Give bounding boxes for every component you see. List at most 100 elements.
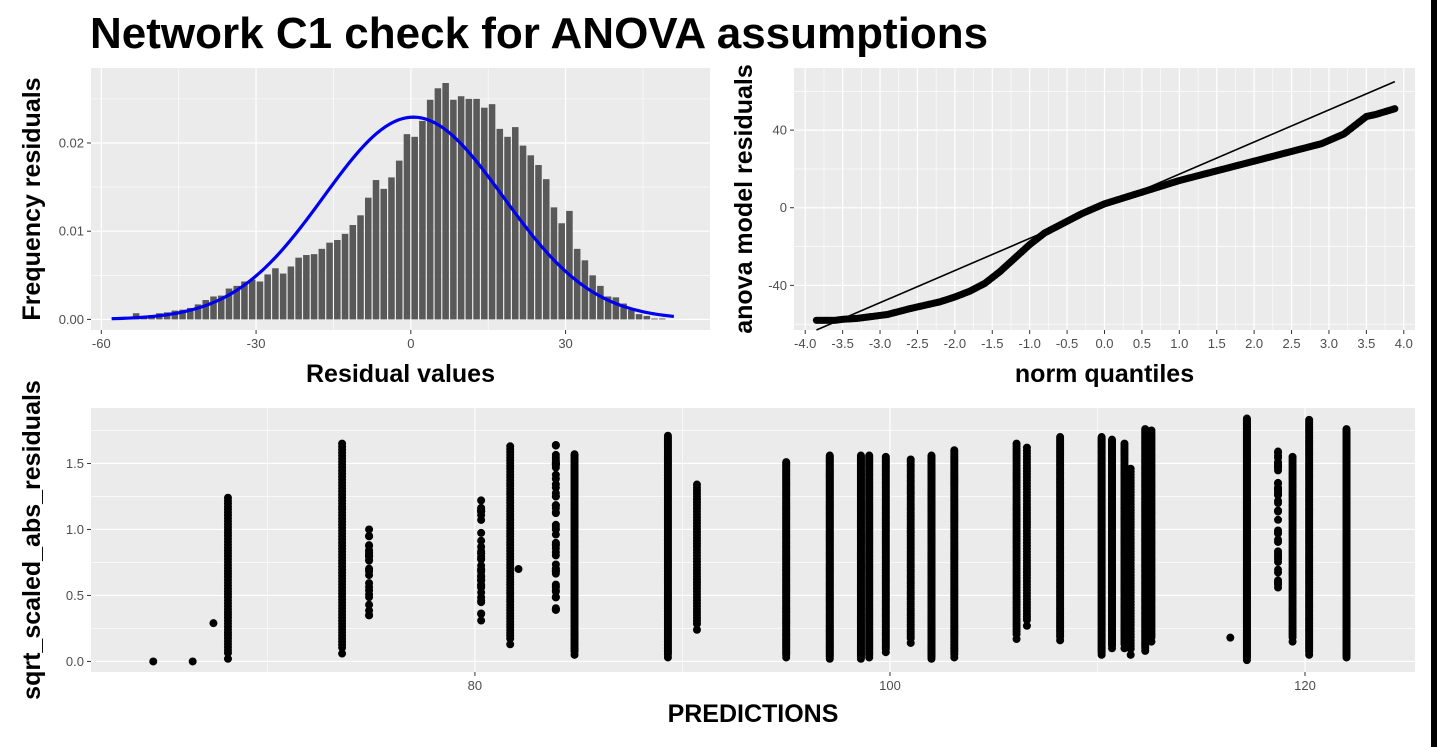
residual-point [365, 600, 374, 609]
residual-point [1120, 441, 1129, 450]
x-tick-label: -2.5 [906, 336, 928, 351]
residual-point [551, 483, 560, 492]
histogram-bar [573, 248, 581, 320]
y-axis-title: Frequency residuals [18, 77, 46, 320]
residual-point [865, 452, 874, 461]
residual-point [551, 504, 560, 513]
residual-point [477, 536, 486, 545]
y-tick-label: 40 [773, 123, 787, 138]
residual-point [1274, 453, 1283, 462]
residual-point [1022, 621, 1031, 630]
residual-point [856, 452, 865, 461]
histogram-bar [334, 240, 341, 320]
histogram-bar [566, 210, 573, 320]
residual-point [477, 588, 486, 597]
histogram-bar [264, 274, 271, 320]
residual-point [1147, 428, 1156, 437]
normal-density-curve [111, 115, 675, 321]
histogram-bar [488, 104, 496, 320]
residual-point [365, 541, 374, 550]
x-tick-label: -30 [247, 336, 266, 351]
residual-point [1242, 415, 1251, 424]
x-tick-label: 0.0 [1095, 336, 1113, 351]
histogram-bar [527, 155, 535, 320]
residual-point [477, 576, 486, 585]
x-tick-label: 3.5 [1357, 336, 1375, 351]
histogram-bar [310, 254, 318, 320]
residual-point [692, 625, 701, 634]
x-tick-label: 4.0 [1395, 336, 1413, 351]
x-tick-label: 0.5 [1133, 336, 1151, 351]
residual-point [1274, 565, 1283, 574]
x-tick-label: 3.0 [1320, 336, 1338, 351]
residual-point [927, 452, 936, 461]
histogram-bar [210, 296, 217, 320]
residual-point [477, 616, 486, 625]
y-tick-label: -40 [768, 278, 787, 293]
histogram-bar [659, 318, 666, 320]
histogram-bar [651, 318, 658, 320]
x-tick-label: 1.0 [1170, 336, 1188, 351]
x-tick-label: -2.0 [944, 336, 966, 351]
histogram-bar [179, 309, 186, 320]
histogram-bar [465, 98, 473, 320]
residual-point [1274, 537, 1283, 546]
histogram-bar [604, 296, 612, 320]
residual-point [906, 457, 915, 466]
x-tick-label: 1.5 [1208, 336, 1226, 351]
residual-point [506, 445, 515, 454]
residual-point [551, 492, 560, 501]
residual-point [551, 567, 560, 576]
histogram-bar [403, 134, 411, 320]
histogram-bar [550, 207, 558, 320]
residual-point [477, 542, 486, 551]
residual-point [188, 657, 197, 666]
histogram-bar [303, 255, 310, 320]
residual-point [1097, 434, 1106, 443]
histogram-bar [558, 223, 565, 320]
qq-plot-panel: -4.0 -3.5 -3.0 -2.5 -2.0 -1.5 -1.0 -0.5 0.0 0.5 1.… [730, 64, 1415, 388]
residual-point [338, 442, 347, 451]
x-tick-label: -60 [92, 336, 111, 351]
residual-point [477, 507, 486, 516]
histogram-bar [349, 225, 357, 320]
x-tick-label: -4.0 [794, 336, 816, 351]
y-tick-label: 0.00 [59, 312, 84, 327]
histogram-bar [357, 215, 364, 320]
x-tick-label: 100 [879, 678, 901, 693]
residual-point [477, 582, 486, 591]
residual-point [1126, 467, 1135, 476]
x-tick-label: 80 [468, 678, 482, 693]
residual-point [1108, 436, 1117, 445]
scale-location-panel: 80 100 120 0.0 0.5 1.0 1.5 PREDICTIONS sqrt_scal… [18, 380, 1415, 728]
residual-point [1305, 417, 1314, 426]
residual-point [551, 605, 560, 614]
scale-location-points [149, 414, 1351, 666]
histogram-bar [589, 275, 596, 320]
figure-title: Network C1 check for ANOVA assumptions [90, 9, 989, 58]
y-axis-title: anova model residuals [730, 64, 758, 334]
x-tick-label: -3.0 [869, 336, 891, 351]
x-axis-title: Residual values [306, 360, 495, 388]
histogram-bar [450, 99, 457, 320]
residual-point [365, 590, 374, 599]
qq-point [1391, 105, 1399, 113]
residual-point [881, 454, 890, 463]
residual-point [570, 451, 579, 460]
residual-point [551, 544, 560, 553]
histogram-bar [395, 160, 403, 320]
residual-point [1141, 426, 1150, 435]
qq-reference-line [816, 80, 1396, 331]
x-axis-title: PREDICTIONS [668, 700, 839, 728]
residual-point [365, 532, 374, 541]
x-tick-label: -3.5 [831, 336, 853, 351]
residual-point [477, 561, 486, 570]
y-tick-label: 0.0 [66, 654, 84, 669]
residual-point [514, 565, 523, 574]
histogram-bar [241, 281, 248, 320]
histogram-bar [194, 304, 202, 320]
histogram-bar [442, 82, 449, 320]
residual-point [223, 496, 232, 505]
histogram-bar [419, 120, 426, 320]
